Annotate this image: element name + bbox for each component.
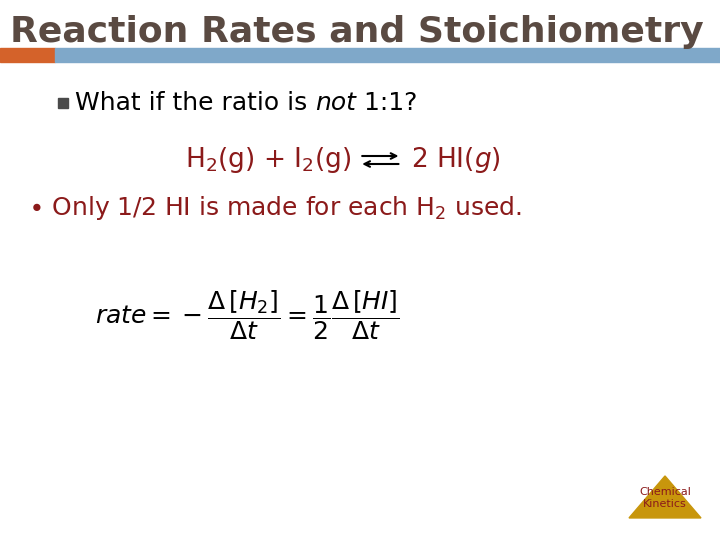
Text: H$_2$(g) + I$_2$(g): H$_2$(g) + I$_2$(g) [185, 145, 351, 175]
Text: $\bullet$ Only 1/2 HI is made for each H$_2$ used.: $\bullet$ Only 1/2 HI is made for each H… [28, 194, 522, 222]
Bar [0, 48, 55, 62]
Text: Reaction Rates and Stoichiometry: Reaction Rates and Stoichiometry [10, 15, 703, 49]
Text: not: not [315, 91, 356, 115]
Text: 1:1?: 1:1? [356, 91, 418, 115]
Text: What if the ratio is: What if the ratio is [75, 91, 315, 115]
Bar [58, 98, 68, 108]
Text: $\mathit{rate} = -\dfrac{\Delta\,[H_2]}{\Delta t} = \dfrac{1}{2}\dfrac{\Delta\,[: $\mathit{rate} = -\dfrac{\Delta\,[H_2]}{… [95, 288, 400, 341]
Text: 2 HI$(g)$: 2 HI$(g)$ [411, 145, 501, 175]
Text: Kinetics: Kinetics [643, 499, 687, 509]
Text: Chemical: Chemical [639, 487, 691, 497]
Polygon shape [629, 476, 701, 518]
Bar [55, 48, 720, 62]
